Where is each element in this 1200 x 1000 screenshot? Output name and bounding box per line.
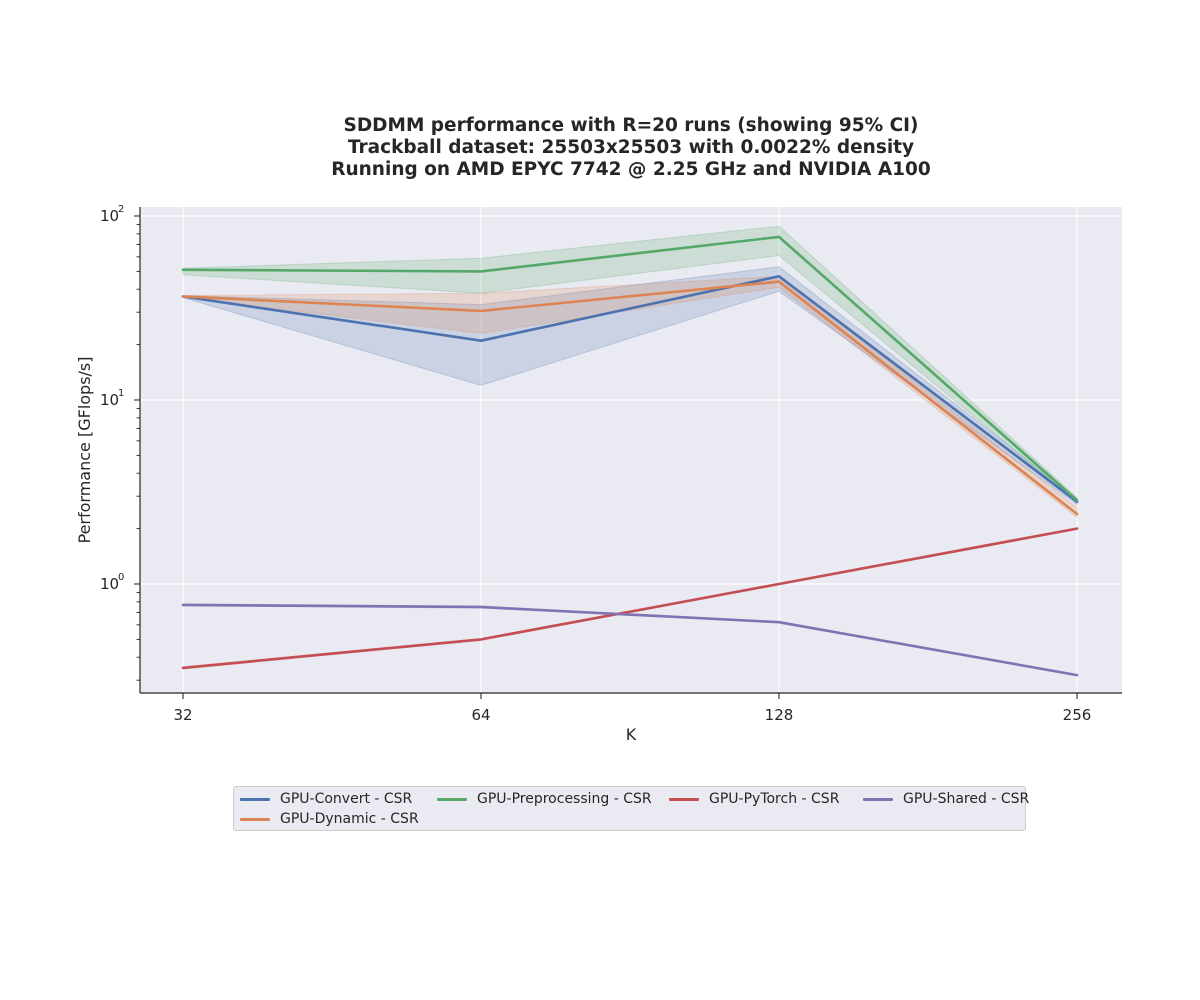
legend-swatch-gpu-shared — [863, 797, 893, 801]
y-tick-label-exponent: 0 — [118, 572, 124, 583]
legend-swatch-gpu-pytorch — [669, 797, 699, 801]
legend-label-gpu-convert: GPU-Convert - CSR — [280, 791, 413, 807]
legend-label-gpu-shared: GPU-Shared - CSR — [903, 791, 1030, 807]
ci-band-series-1 — [182, 275, 1078, 519]
series-line-3 — [181, 527, 1079, 670]
x-axis-label: K — [626, 725, 637, 744]
legend-item-gpu-shared: GPU-Shared - CSR — [863, 789, 1029, 809]
ci-band-series-0 — [182, 266, 1078, 506]
legend-item-gpu-dynamic: GPU-Dynamic - CSR — [240, 809, 419, 829]
y-tick-label-exponent: 1 — [118, 388, 124, 399]
x-tick-label: 64 — [471, 706, 490, 724]
legend-item-gpu-convert: GPU-Convert - CSR — [240, 789, 412, 809]
legend-label-gpu-preprocessing: GPU-Preprocessing - CSR — [477, 791, 652, 807]
legend-swatch-gpu-convert — [240, 797, 270, 801]
legend-item-gpu-preprocessing: GPU-Preprocessing - CSR — [437, 789, 652, 809]
y-tick-label: 10 — [100, 391, 119, 409]
legend: GPU-Convert - CSR GPU-Dynamic - CSR GPU-… — [233, 786, 1029, 831]
y-tick-label: 10 — [100, 207, 119, 225]
series-line-0 — [181, 274, 1079, 504]
chart-title-line-2: Trackball dataset: 25503x25503 with 0.00… — [347, 137, 915, 158]
legend-item-gpu-pytorch: GPU-PyTorch - CSR — [669, 789, 839, 809]
legend-swatch-gpu-preprocessing — [437, 797, 467, 801]
series-line-2 — [181, 235, 1079, 502]
series-line-4 — [181, 603, 1079, 677]
chart-title-line-3: Running on AMD EPYC 7742 @ 2.25 GHz and … — [331, 159, 931, 180]
y-tick-label: 10 — [100, 575, 119, 593]
chart-title: SDDMM performance with R=20 runs (showin… — [140, 115, 1122, 181]
legend-label-gpu-pytorch: GPU-PyTorch - CSR — [709, 791, 840, 807]
y-axis-label: Performance [GFlops/s] — [75, 356, 94, 543]
legend-swatch-gpu-dynamic — [240, 817, 270, 821]
x-tick-label: 32 — [173, 706, 192, 724]
legend-label-gpu-dynamic: GPU-Dynamic - CSR — [280, 811, 419, 827]
chart-title-line-1: SDDMM performance with R=20 runs (showin… — [343, 115, 919, 136]
x-tick-label: 256 — [1063, 706, 1092, 724]
y-tick-label-exponent: 2 — [118, 204, 124, 215]
series-line-1 — [181, 280, 1079, 516]
x-tick-label: 128 — [765, 706, 794, 724]
